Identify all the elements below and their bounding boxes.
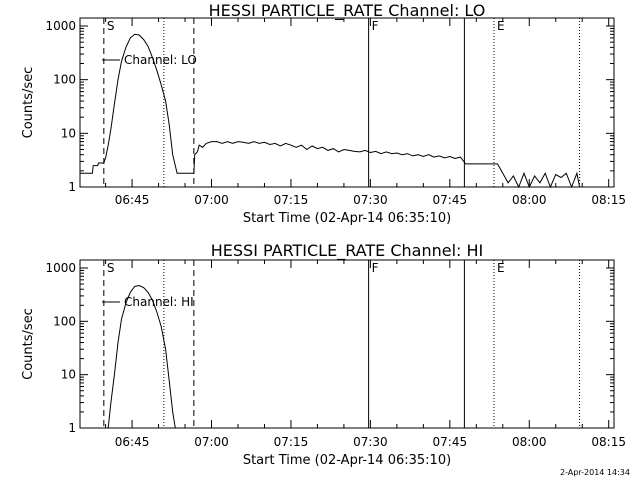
y-tick-label: 1 bbox=[68, 180, 76, 194]
legend-label: Channel: LO bbox=[124, 53, 197, 67]
x-tick-label: 07:00 bbox=[194, 193, 229, 207]
marker-label: F bbox=[372, 19, 379, 33]
y-axis-label: Counts/sec bbox=[21, 67, 36, 139]
x-tick-label: 06:45 bbox=[115, 435, 150, 449]
x-tick-label: 06:45 bbox=[115, 193, 150, 207]
x-axis-label: Start Time (02-Apr-14 06:35:10) bbox=[243, 211, 451, 226]
chart-title-1: HESSI PARTICLE_RATE Channel: HI bbox=[211, 241, 484, 261]
legend-label: Channel: HI bbox=[124, 295, 194, 309]
y-tick-label: 100 bbox=[53, 314, 76, 328]
data-series-line bbox=[80, 33, 581, 189]
x-tick-label: 07:15 bbox=[274, 193, 309, 207]
x-tick-label: 08:00 bbox=[512, 193, 547, 207]
marker-label: E bbox=[497, 261, 505, 275]
plot-frame-1 bbox=[79, 259, 615, 429]
marker-label: F bbox=[372, 261, 379, 275]
plot-frame-0 bbox=[79, 17, 615, 188]
x-tick-label: 07:15 bbox=[274, 435, 309, 449]
y-tick-label: 100 bbox=[53, 73, 76, 87]
x-tick-label: 08:15 bbox=[591, 193, 626, 207]
y-axis-label: Counts/sec bbox=[21, 308, 36, 380]
y-tick-label: 1 bbox=[68, 421, 76, 435]
x-tick-label: 08:00 bbox=[512, 435, 547, 449]
marker-label: S bbox=[107, 261, 115, 275]
marker-label: S bbox=[107, 19, 115, 33]
x-tick-label: 07:30 bbox=[353, 193, 388, 207]
chart-title-0: HESSI PARTICLE_RATE Channel: LO bbox=[209, 1, 486, 21]
x-tick-label: 07:45 bbox=[433, 193, 468, 207]
x-tick-label: 07:45 bbox=[433, 435, 468, 449]
y-tick-label: 10 bbox=[61, 126, 76, 140]
x-tick-label: 07:30 bbox=[353, 435, 388, 449]
y-tick-label: 10 bbox=[61, 368, 76, 382]
y-tick-label: 1000 bbox=[45, 19, 76, 33]
x-tick-label: 07:00 bbox=[194, 435, 229, 449]
marker-label: E bbox=[497, 19, 505, 33]
y-tick-label: 1000 bbox=[45, 261, 76, 275]
footer-timestamp: 2-Apr-2014 14:34 bbox=[560, 468, 630, 477]
x-tick-label: 08:15 bbox=[591, 435, 626, 449]
data-series-line bbox=[107, 284, 176, 429]
x-axis-label: Start Time (02-Apr-14 06:35:10) bbox=[243, 453, 451, 468]
